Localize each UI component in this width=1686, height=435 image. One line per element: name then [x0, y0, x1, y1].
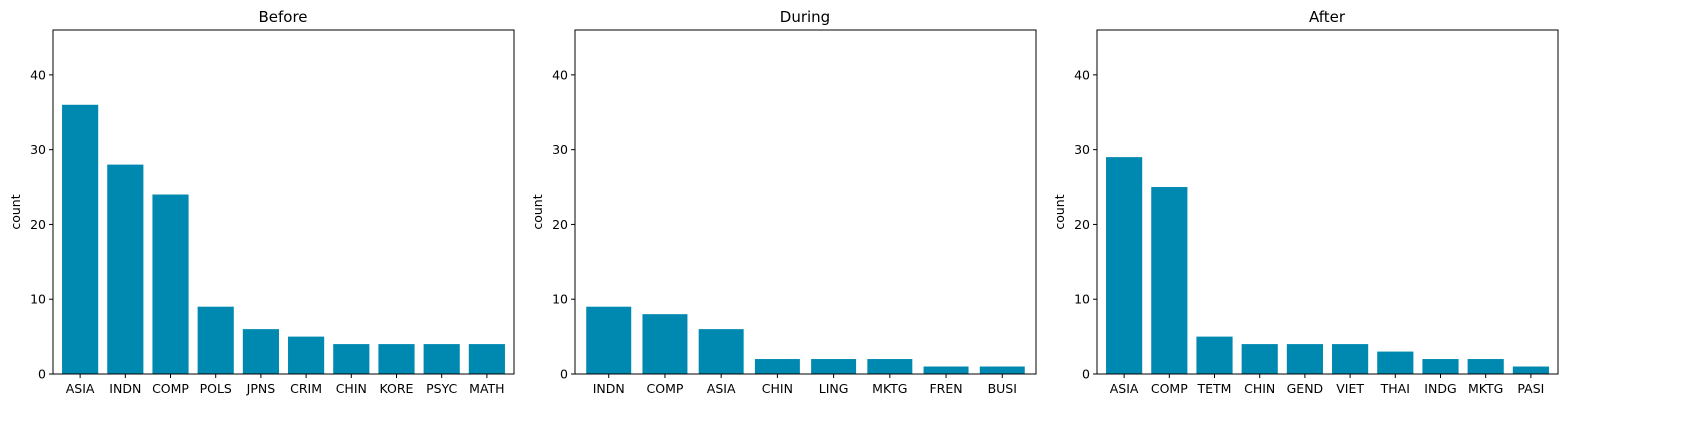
x-tick-label: VIET [1336, 381, 1364, 396]
x-tick-label: INDN [109, 381, 141, 396]
y-tick-label: 0 [1082, 367, 1090, 382]
y-tick-label: 10 [1074, 292, 1090, 307]
x-tick-label: MATH [469, 381, 504, 396]
panel-during: During count 0 10 20 30 40 INDN COMP ASIA CHIN LI… [530, 8, 1037, 396]
bar-comp [152, 194, 189, 374]
bar-pols [197, 306, 234, 374]
x-tick-label: CHIN [336, 381, 367, 396]
x-tick-label: ASIA [1110, 381, 1139, 396]
panel-before-plot: 0 10 20 30 40 ASIA INDN COMP POLS JPNS CRIM CHIN KOR… [30, 29, 515, 396]
x-tick-label: GEND [1287, 381, 1324, 396]
x-tick-label: FREN [929, 381, 962, 396]
panel-before: Before count 0 10 20 30 40 ASIA INDN COMP POLS JP… [8, 8, 515, 396]
bar-asia [698, 329, 744, 374]
x-tick-label: JPNS [246, 381, 276, 396]
x-tick-label: CHIN [762, 381, 793, 396]
x-tick-label: KORE [380, 381, 414, 396]
x-tick-label: CRIM [290, 381, 322, 396]
bar-tetm [1196, 336, 1233, 374]
x-tick-label: COMP [1151, 381, 1188, 396]
panel-before-y-axis-label: count [8, 194, 23, 229]
bar-comp [1151, 187, 1188, 374]
bar-busi [979, 366, 1025, 374]
panel-before-title: Before [258, 8, 307, 26]
bar-viet [1332, 344, 1369, 374]
y-tick-label: 40 [1074, 67, 1090, 82]
y-tick-label: 20 [552, 217, 568, 232]
x-tick-label: COMP [152, 381, 189, 396]
y-tick-label: 20 [30, 217, 46, 232]
y-tick-label: 0 [560, 367, 568, 382]
bar-ling [811, 359, 857, 374]
bar-gend [1286, 344, 1323, 374]
y-tick-label: 20 [1074, 217, 1090, 232]
y-tick-label: 40 [552, 67, 568, 82]
x-tick-label: THAI [1380, 381, 1410, 396]
x-tick-label: CHIN [1244, 381, 1275, 396]
y-tick-label: 30 [552, 142, 568, 157]
axes-frame [52, 29, 515, 375]
bar-mktg [1467, 359, 1504, 374]
panel-during-y-axis-label: count [530, 194, 545, 229]
bar-math [468, 344, 505, 374]
x-tick-label: PASI [1517, 381, 1544, 396]
x-tick-label: TETM [1197, 381, 1232, 396]
bar-pasi [1512, 366, 1549, 374]
bar-chin [333, 344, 370, 374]
y-tick-label: 40 [30, 67, 46, 82]
panel-during-title: During [780, 8, 830, 26]
bar-chin [754, 359, 800, 374]
x-tick-label: INDN [593, 381, 625, 396]
x-tick-label: PSYC [426, 381, 457, 396]
bar-indg [1422, 359, 1459, 374]
x-tick-label: ASIA [707, 381, 736, 396]
x-tick-label: INDG [1424, 381, 1456, 396]
bar-mktg [867, 359, 913, 374]
x-tick-label: MKTG [872, 381, 907, 396]
bar-comp [642, 314, 688, 374]
bar-asia [1106, 157, 1143, 374]
bar-chin [1241, 344, 1278, 374]
bar-indn [586, 306, 632, 374]
bar-asia [62, 104, 99, 374]
y-tick-label: 10 [30, 292, 46, 307]
x-tick-label: LING [819, 381, 849, 396]
x-tick-label: COMP [647, 381, 684, 396]
bar-crim [288, 336, 325, 374]
y-tick-label: 30 [30, 142, 46, 157]
bar-psyc [423, 344, 460, 374]
x-tick-label: ASIA [66, 381, 95, 396]
bar-indn [107, 164, 144, 374]
y-tick-label: 0 [38, 367, 46, 382]
x-tick-label: MKTG [1468, 381, 1503, 396]
bar-jpns [242, 329, 279, 374]
bar-fren [923, 366, 969, 374]
panel-after-plot: 0 10 20 30 40 ASIA COMP TETM CHIN GEND VIET THAI IND… [1074, 29, 1559, 396]
panel-during-plot: 0 10 20 30 40 INDN COMP ASIA CHIN LING MKTG FREN BUS… [552, 29, 1037, 396]
y-tick-label: 30 [1074, 142, 1090, 157]
y-tick-label: 10 [552, 292, 568, 307]
x-tick-label: POLS [200, 381, 232, 396]
axes-frame [1096, 29, 1559, 375]
panel-after: After count 0 10 20 30 40 ASIA COMP TETM CHIN GEN… [1052, 8, 1559, 396]
axes-frame [574, 29, 1037, 375]
panel-after-y-axis-label: count [1052, 194, 1067, 229]
x-tick-label: BUSI [988, 381, 1017, 396]
panel-after-title: After [1309, 8, 1346, 26]
bar-kore [378, 344, 415, 374]
bar-thai [1377, 351, 1414, 374]
